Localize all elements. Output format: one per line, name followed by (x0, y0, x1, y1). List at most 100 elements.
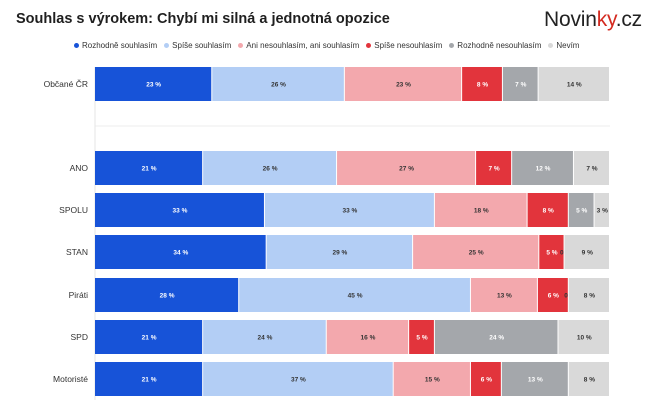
bar-value-label: 45 % (348, 293, 363, 300)
row-label: SPD (71, 332, 88, 342)
bar-segment (95, 151, 203, 185)
bar-segment (95, 278, 239, 312)
bar-value-label: 6 % (481, 377, 492, 384)
bar-segment (95, 193, 264, 227)
logo-text-suffix: .cz (615, 8, 642, 31)
bar-value-label: 21 % (142, 166, 157, 173)
bar-value-label: 18 % (474, 208, 489, 215)
legend-item: Nevím (548, 41, 579, 50)
bar-segment (203, 362, 393, 396)
bar-segment (539, 235, 564, 269)
bar-value-label: 13 % (528, 377, 543, 384)
bar-segment (568, 278, 609, 312)
bar-value-label: 37 % (291, 377, 306, 384)
bar-segment (409, 320, 434, 354)
bar-value-label: 12 % (536, 166, 551, 173)
bar-segment (337, 151, 476, 185)
novinky-logo[interactable]: Novinky.cz (544, 8, 642, 32)
bar-value-label: 21 % (142, 335, 157, 342)
bar-value-label: 26 % (271, 82, 286, 89)
bar-value-label: 9 % (582, 250, 593, 257)
logo-text-accent: ky (596, 8, 616, 31)
legend-swatch (366, 43, 372, 48)
bar-segment (538, 67, 609, 101)
bar-segment (564, 235, 609, 269)
row-label: Piráti (69, 290, 88, 300)
bar-value-label: 15 % (425, 377, 440, 384)
row-label: Občané ČR (44, 79, 88, 89)
bar-segment (594, 193, 609, 227)
row-label: ANO (70, 163, 89, 173)
bar-value-label: 8 % (584, 293, 595, 300)
bar-segment (95, 320, 203, 354)
bar-value-label: 23 % (146, 82, 161, 89)
legend-item: Rozhodně nesouhlasím (449, 41, 541, 50)
bar-segment (203, 151, 337, 185)
bar-segment (344, 67, 462, 101)
legend-swatch (449, 43, 455, 48)
row-label: SPOLU (59, 205, 88, 215)
bar-segment (95, 67, 212, 101)
chart-title: Souhlas s výrokem: Chybí mi silná a jedn… (16, 11, 390, 27)
legend-item: Rozhodně souhlasím (74, 41, 157, 50)
bar-segment (264, 193, 434, 227)
legend-item: Spíše nesouhlasím (366, 41, 442, 50)
bar-value-label: 25 % (469, 250, 484, 257)
bar-value-label: 29 % (332, 250, 347, 257)
bar-segment (239, 278, 470, 312)
bar-value-label: 24 % (258, 335, 273, 342)
bar-value-label: 16 % (361, 335, 376, 342)
bar-segment (512, 151, 573, 185)
bar-segment (413, 235, 539, 269)
bar-value-label: 3 % (597, 208, 608, 215)
bar-segment (434, 193, 527, 227)
bar-value-label: 21 % (142, 377, 157, 384)
bar-segment (434, 320, 558, 354)
legend-label: Spíše nesouhlasím (374, 41, 443, 50)
bar-value-label: 8 % (584, 377, 595, 384)
bar-value-label: 13 % (497, 293, 512, 300)
bar-value-label: 23 % (396, 82, 411, 89)
legend-swatch (548, 43, 554, 48)
legend-item: Spíše souhlasím (164, 41, 231, 50)
bar-segment (537, 278, 568, 312)
bar-value-label: 7 % (586, 166, 597, 173)
bar-segment (95, 362, 203, 396)
bar-value-label: 33 % (343, 208, 358, 215)
bar-segment (95, 235, 266, 269)
legend-label: Nevím (556, 41, 580, 50)
bar-segment (501, 362, 568, 396)
bar-segment (527, 193, 568, 227)
bar-value-label: 34 % (173, 250, 188, 257)
row-label: Motoristé (53, 374, 88, 384)
bar-value-label: 5 % (546, 250, 557, 257)
bar-segment (212, 67, 344, 101)
bar-value-label: 33 % (173, 208, 188, 215)
bar-value-label: 14 % (567, 82, 582, 89)
logo-text-main: Novin (544, 8, 597, 31)
bar-value-label: 5 % (416, 335, 427, 342)
bar-segment (203, 320, 326, 354)
bar-value-label: 10 % (577, 335, 592, 342)
legend-label: Rozhodně souhlasím (82, 41, 158, 50)
bar-segment (476, 151, 512, 185)
bar-value-label: 7 % (515, 82, 526, 89)
legend-label: Ani nesouhlasím, ani souhlasím (246, 41, 360, 50)
legend-label: Spíše souhlasím (172, 41, 232, 50)
legend-swatch (74, 43, 79, 48)
legend-swatch (164, 43, 170, 48)
bar-segment (266, 235, 413, 269)
legend-swatch (238, 43, 244, 48)
legend-item: Ani nesouhlasím, ani souhlasím (238, 41, 359, 50)
bar-value-label: 27 % (399, 166, 414, 173)
bar-segment (502, 67, 538, 101)
bar-segment (393, 362, 470, 396)
bar-segment (470, 362, 501, 396)
bar-value-label: 8 % (477, 82, 488, 89)
bar-value-label: 24 % (489, 335, 504, 342)
bar-segment (558, 320, 609, 354)
bar-segment (470, 278, 537, 312)
bar-value-label: 5 % (576, 208, 587, 215)
bar-value-label: 26 % (263, 166, 278, 173)
